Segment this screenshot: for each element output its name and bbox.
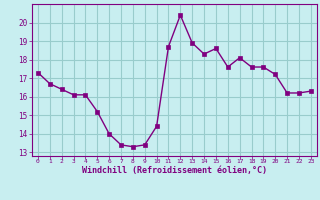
X-axis label: Windchill (Refroidissement éolien,°C): Windchill (Refroidissement éolien,°C) — [82, 166, 267, 175]
